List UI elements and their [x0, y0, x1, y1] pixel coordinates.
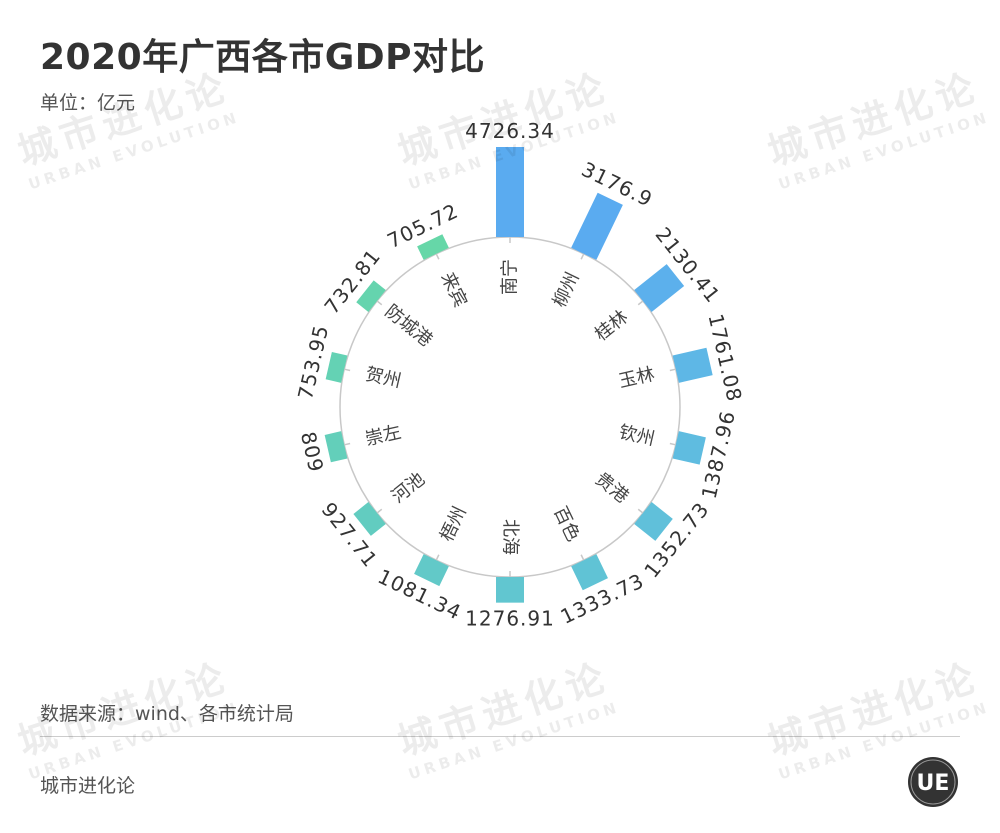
bar — [353, 502, 386, 536]
axis-tick — [637, 508, 644, 514]
watermark-en: URBAN EVOLUTION — [406, 697, 623, 784]
axis-tick — [435, 554, 440, 561]
watermark-en: URBAN EVOLUTION — [776, 697, 993, 784]
bar — [325, 351, 348, 383]
axis-tick — [669, 442, 676, 446]
brand-name: 城市进化论 — [40, 775, 136, 797]
axis-tick — [637, 300, 644, 306]
bar — [634, 264, 685, 312]
category-label: 北海 — [500, 519, 521, 555]
axis-tick — [669, 368, 676, 372]
bar — [571, 554, 608, 591]
value-label: 1761.08 — [703, 311, 746, 404]
category-label: 柳州 — [549, 269, 584, 311]
unit-label: 单位：亿元 — [40, 92, 136, 114]
category-label: 防城港 — [381, 301, 436, 351]
bar — [672, 347, 713, 383]
bar — [571, 192, 623, 260]
axis-tick — [580, 253, 585, 260]
bar — [414, 554, 449, 587]
bar — [324, 431, 348, 463]
category-label: 来宾 — [436, 269, 471, 311]
value-label: 809 — [296, 429, 329, 474]
value-label: 1387.96 — [697, 408, 740, 501]
category-label: 崇左 — [363, 422, 403, 450]
value-label: 4726.34 — [465, 119, 555, 143]
category-label: 玉林 — [617, 364, 657, 392]
data-source: 数据来源：wind、各市统计局 — [40, 703, 294, 725]
value-label: 732.81 — [319, 244, 385, 318]
logo-text: UE — [917, 771, 950, 796]
footer-divider — [40, 736, 960, 737]
category-label: 梧州 — [436, 503, 471, 545]
axis-tick — [376, 300, 383, 306]
bar — [672, 431, 706, 465]
bar — [356, 280, 386, 312]
category-label: 贺州 — [363, 364, 403, 392]
brand-logo: UE — [908, 757, 958, 807]
bar — [417, 234, 449, 260]
category-label: 南宁 — [500, 259, 521, 295]
value-label: 1276.91 — [465, 607, 555, 631]
axis-tick — [580, 554, 585, 561]
category-label: 贵港 — [591, 469, 632, 508]
chart-title: 2020年广西各市GDP对比 — [40, 37, 486, 78]
category-label: 桂林 — [591, 307, 632, 346]
value-label: 753.95 — [293, 322, 333, 401]
axis-tick — [376, 508, 383, 514]
bar — [496, 577, 524, 603]
category-label: 钦州 — [617, 422, 657, 450]
bar — [634, 502, 673, 541]
bar — [496, 147, 524, 237]
axis-tick — [344, 442, 351, 446]
axis-tick — [344, 368, 351, 372]
category-label: 百色 — [549, 503, 584, 545]
axis-tick — [435, 253, 440, 260]
category-label: 河池 — [388, 469, 429, 508]
